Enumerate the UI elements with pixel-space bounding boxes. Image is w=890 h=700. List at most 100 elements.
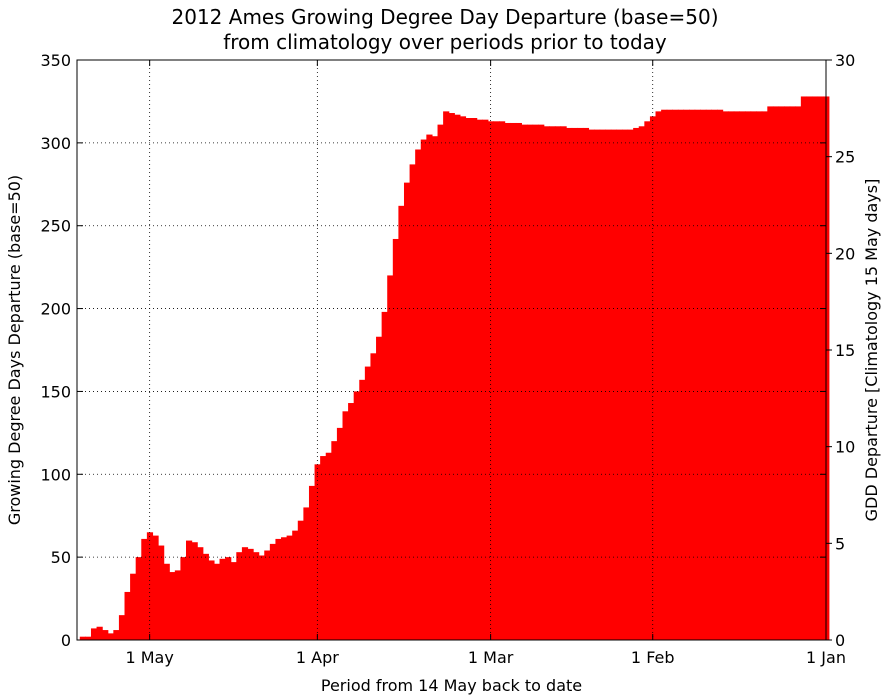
bar: [577, 127, 584, 640]
y-tick-label: 150: [40, 382, 71, 401]
bar: [761, 111, 768, 641]
bar: [197, 547, 204, 640]
bar: [543, 126, 550, 641]
bar: [107, 633, 114, 640]
x-tick-label: 1 Apr: [296, 648, 339, 667]
bar: [711, 109, 718, 640]
bar: [264, 550, 271, 640]
bar: [292, 530, 299, 640]
bar: [409, 164, 416, 640]
bar: [694, 109, 701, 640]
bar: [705, 109, 713, 640]
bar: [236, 552, 243, 640]
bar: [661, 109, 668, 640]
bar: [772, 106, 780, 640]
bar: [744, 111, 752, 641]
y-tick-label: 300: [40, 134, 71, 153]
bar: [141, 538, 148, 640]
bar: [582, 127, 590, 640]
bar: [85, 636, 92, 640]
bar: [538, 124, 545, 640]
chart-title: 2012 Ames Growing Degree Day Departure (…: [171, 5, 719, 29]
bar: [700, 109, 707, 640]
bar: [169, 572, 176, 640]
bar: [482, 119, 489, 640]
bar: [135, 557, 142, 640]
bar-series: [79, 96, 830, 641]
bar: [644, 121, 651, 640]
bar: [733, 111, 740, 641]
bar: [370, 353, 377, 640]
bar: [381, 311, 388, 640]
bar: [510, 122, 517, 641]
bar: [599, 129, 606, 640]
bar: [376, 336, 383, 640]
bar: [158, 545, 165, 640]
bar: [152, 535, 159, 640]
bar: [174, 570, 182, 640]
chart-subtitle: from climatology over periods prior to t…: [223, 30, 667, 54]
bar: [336, 427, 344, 640]
bar: [806, 96, 813, 640]
bar: [286, 535, 293, 640]
y-right-tick-label: 30: [835, 51, 855, 70]
bar: [392, 238, 399, 640]
bar: [253, 552, 260, 640]
bar: [784, 106, 791, 640]
bar: [588, 129, 595, 640]
bar: [532, 124, 539, 640]
bar: [499, 121, 506, 640]
bar: [633, 127, 640, 640]
bar: [415, 149, 422, 641]
bar: [186, 540, 193, 640]
bar: [398, 205, 405, 640]
bar: [526, 124, 534, 640]
bar: [560, 126, 567, 641]
bar: [778, 106, 785, 640]
y-right-tick-label: 5: [835, 534, 845, 553]
bar: [102, 630, 109, 640]
y-right-tick-label: 20: [835, 244, 855, 263]
bar: [465, 118, 472, 640]
bar: [96, 626, 103, 640]
bar: [303, 507, 310, 640]
bar: [342, 411, 349, 640]
bar: [325, 452, 332, 640]
x-tick-label: 1 Feb: [631, 648, 675, 667]
y-right-tick-label: 0: [835, 631, 845, 650]
bar: [459, 116, 467, 641]
bar: [717, 109, 724, 640]
bar: [297, 520, 304, 640]
grid-lines: [77, 60, 826, 640]
bar: [118, 615, 126, 640]
bar: [124, 591, 131, 640]
x-tick-label: 1 May: [125, 648, 173, 667]
bar: [800, 96, 808, 640]
bar: [722, 111, 729, 641]
bar: [549, 126, 556, 641]
bar: [230, 562, 237, 640]
bar: [213, 563, 221, 640]
bar: [739, 111, 746, 641]
y-right-tick-label: 25: [835, 148, 855, 167]
bar: [90, 628, 98, 640]
bar: [247, 548, 254, 640]
bar: [191, 542, 198, 640]
bar: [79, 636, 86, 640]
bar: [454, 114, 461, 640]
y-right-tick-label: 10: [835, 438, 855, 457]
y-tick-label: 250: [40, 217, 71, 236]
bar: [817, 96, 824, 640]
bar: [331, 441, 338, 640]
bar: [571, 127, 578, 640]
bar: [448, 113, 455, 640]
x-tick-label: 1 Mar: [468, 648, 514, 667]
bar: [594, 129, 601, 640]
bar: [275, 538, 282, 640]
bar: [649, 116, 657, 641]
bar: [672, 109, 679, 640]
bar: [353, 391, 360, 640]
bar: [812, 96, 819, 640]
bar: [241, 547, 249, 640]
bar: [437, 124, 444, 640]
